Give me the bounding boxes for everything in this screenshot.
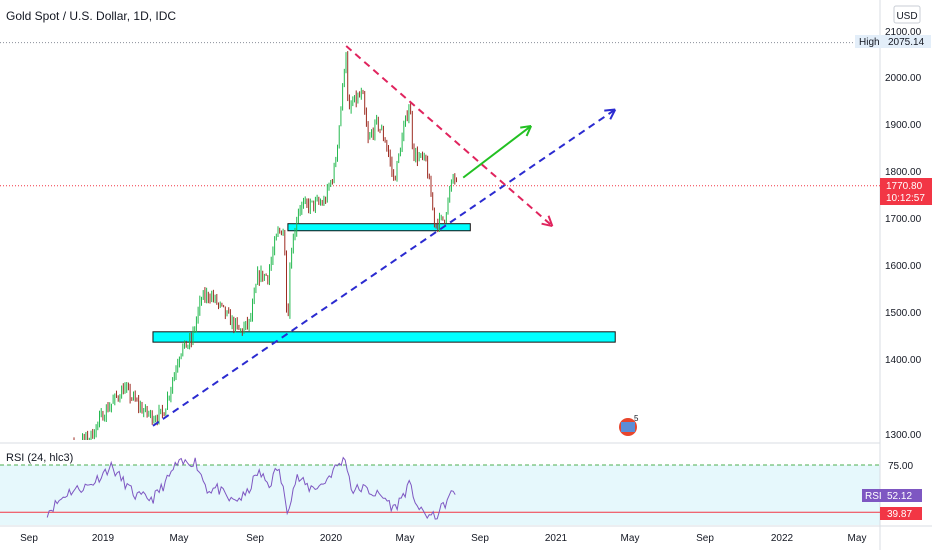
trendline (462, 125, 532, 179)
rsi-title: RSI (24, hlc3) (6, 452, 73, 464)
trendline-arrowhead (520, 124, 532, 129)
high-badge (855, 35, 931, 48)
trendline-arrowhead (525, 125, 533, 137)
price-tick-label: 1800.00 (885, 167, 922, 178)
rsi-value: 52.12 (887, 491, 912, 502)
time-tick-label: Sep (696, 533, 714, 544)
rsi-level-label: 75.00 (888, 461, 913, 472)
time-tick-label: 2020 (320, 533, 343, 544)
rsi-value-badge (882, 489, 922, 502)
price-tick-label: 1600.00 (885, 261, 922, 272)
price-axis-ticks: 2100.00 2000.00 1900.00 1800.00 1700.00 … (885, 27, 922, 441)
trendline-arrowhead (541, 222, 553, 228)
high-value: 2075.14 (888, 37, 925, 48)
last-price-badge (880, 178, 932, 205)
time-axis: Sep 2019 May Sep 2020 May Sep 2021 May S… (20, 533, 866, 544)
trendline-arrowhead (604, 108, 616, 112)
last-price-value: 1770.80 (886, 181, 923, 192)
rsi-lower-badge (880, 507, 922, 520)
rsi-band-background (0, 465, 880, 525)
time-tick-label: May (170, 533, 189, 544)
trendline-arrowhead (609, 109, 617, 120)
candle-countdown: 10:12:57 (886, 193, 925, 204)
time-tick-label: 2019 (92, 533, 115, 544)
support-zone (287, 223, 471, 232)
high-label: High (859, 37, 880, 48)
trendlines[interactable] (152, 45, 617, 427)
candlesticks (73, 51, 458, 440)
rsi-series (0, 456, 880, 520)
rsi-name: RSI (865, 491, 882, 502)
time-tick-label: Sep (246, 533, 264, 544)
time-tick-label: 2022 (771, 533, 794, 544)
price-tick-label: 2100.00 (885, 27, 922, 38)
time-tick-label: 2021 (545, 533, 568, 544)
logo-flag (621, 422, 635, 432)
support-zone (152, 331, 616, 343)
rsi-line (46, 456, 456, 520)
chart-title: Gold Spot / U.S. Dollar, 1D, IDC (6, 9, 176, 23)
price-tick-label: 1400.00 (885, 355, 922, 366)
time-tick-label: May (848, 533, 867, 544)
currency-label: USD (896, 11, 917, 22)
support-zones (152, 223, 616, 343)
trading-view-logo: 5 (619, 414, 639, 436)
price-tick-label: 1900.00 (885, 120, 922, 131)
logo-mark: 5 (634, 414, 639, 423)
price-tick-label: 1300.00 (885, 430, 922, 441)
time-tick-label: May (396, 533, 415, 544)
rsi-name-badge (862, 489, 882, 502)
time-tick-label: Sep (20, 533, 38, 544)
rsi-lower-value: 39.87 (887, 509, 912, 520)
trendline (152, 108, 616, 427)
price-tick-label: 2000.00 (885, 73, 922, 84)
time-tick-label: Sep (471, 533, 489, 544)
time-tick-label: May (621, 533, 640, 544)
trendline-arrowhead (547, 215, 554, 227)
currency-badge[interactable] (893, 5, 921, 24)
trendline (345, 45, 553, 227)
price-tick-label: 1700.00 (885, 214, 922, 225)
price-tick-label: 1500.00 (885, 308, 922, 319)
